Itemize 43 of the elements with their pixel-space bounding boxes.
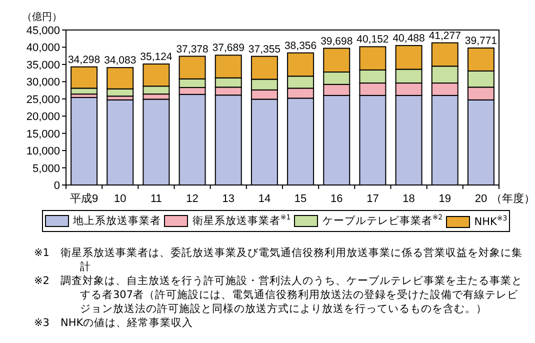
y-tick-label: 15,000 [26,128,60,140]
x-tick-label: 10 [114,193,126,205]
text: ※1 衛星系放送事業者は、委託放送事業及び電気通信役務利用放送事業に係る営業収益を対象に集計 [34,246,524,274]
total-label: 40,488 [392,32,426,45]
y-tick-label: 20,000 [26,111,60,124]
x-tick-label: 20 [474,193,488,205]
y-tick-label: 10,000 [26,146,60,158]
total-label: 37,355 [248,43,281,56]
legend-label: NHK$^{※3}$ [474,214,508,228]
total-label: 35,124 [140,51,172,64]
legend-label: 地上系放送事業者 [72,215,161,227]
x-tick-label: 13 [222,193,234,205]
x-tick-label: 15 [294,193,307,205]
total-label: 39,771 [464,35,498,48]
y-tick-label: 25,000 [26,94,60,106]
total-label: 41,277 [428,30,462,42]
x-axis-title: （年度） [491,192,535,205]
x-tick-label: 11 [150,193,162,205]
x-tick-label: 16 [330,193,343,205]
total-label: 37,378 [176,43,209,56]
total-label: 34,083 [104,54,136,67]
total-label: 37,689 [212,42,245,54]
total-label: 40,152 [356,34,389,46]
y-tick-label: 0 [54,180,60,192]
y-tick-label: 40,000 [26,42,60,54]
total-label: 34,298 [68,54,100,66]
x-tick-label: 19 [438,193,451,205]
x-tick-label: 17 [366,193,379,205]
x-tick-label: 18 [402,193,415,205]
y-tick-label: 45,000 [26,25,60,37]
text: ※2 調査対象は、自主放送を行う許可施設・営利法人のうち、ケーブルテレビ事業を主たる事業とする者307者（許可施設には、電気通信役務利用放送法の登録を受けた設備で有線テレビジョン放送法の許可施設と同様の放送方式により放送を行っているものを含む。） [34,274,524,316]
y-tick-label: 30,000 [26,76,60,89]
y-tick-label: 35,000 [26,59,60,72]
y-axis-title: （億円） [22,11,62,23]
y-tick-label: 5,000 [32,162,60,175]
total-label: 38,356 [284,40,317,52]
text: ※3 NHKの値は、経常事業収入 [34,316,194,330]
x-tick-label: 平成9 [70,192,98,205]
x-tick-label: 14 [258,193,271,205]
legend-label: 衛星系放送事業者$^{※1}$ [192,214,291,228]
legend-label: ケーブルテレビ事業者$^{※2}$ [322,214,443,228]
total-label: 39,698 [320,35,353,48]
x-tick-label: 12 [186,193,198,205]
